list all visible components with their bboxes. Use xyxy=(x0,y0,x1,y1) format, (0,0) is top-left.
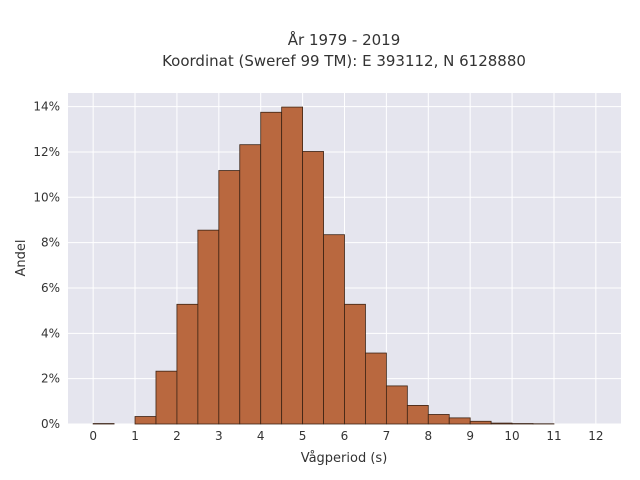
x-tick-label: 9 xyxy=(466,429,474,443)
x-tick-label: 10 xyxy=(504,429,519,443)
x-tick-labels: 0 1 2 3 4 5 6 7 8 9 10 11 12 xyxy=(89,429,603,443)
x-axis-title: Vågperiod (s) xyxy=(301,451,388,466)
histogram-bar xyxy=(365,352,387,425)
x-tick-label: 8 xyxy=(424,429,432,443)
histogram-bar xyxy=(344,303,366,425)
y-tick-labels: 0% 2% 4% 6% 8% 10% 12% 14% xyxy=(33,100,60,431)
histogram-bar xyxy=(239,144,262,425)
histogram-bar xyxy=(469,420,492,425)
x-tick-label: 7 xyxy=(383,429,391,443)
histogram-bar xyxy=(197,229,220,425)
histogram-bar xyxy=(155,370,178,425)
x-tick-label: 1 xyxy=(131,429,139,443)
histogram-bar xyxy=(218,170,241,425)
y-axis-title: Andel xyxy=(14,240,29,277)
y-tick-label: 14% xyxy=(33,100,60,114)
histogram-bar xyxy=(406,405,429,425)
histogram-bar xyxy=(427,414,450,425)
x-tick-label: 4 xyxy=(257,429,265,443)
y-tick-label: 4% xyxy=(41,326,60,340)
x-tick-label: 2 xyxy=(173,429,181,443)
histogram-bar xyxy=(176,303,199,425)
x-tick-label: 0 xyxy=(89,429,97,443)
histogram-bar xyxy=(281,106,304,425)
histogram-bar xyxy=(260,111,283,425)
x-tick-label: 11 xyxy=(546,429,561,443)
histogram-bar xyxy=(302,151,324,425)
histogram-bars xyxy=(92,106,555,425)
y-tick-label: 0% xyxy=(41,417,60,431)
chart-title-line-1: År 1979 - 2019 xyxy=(288,30,401,49)
chart-title-line-2: Koordinat (Sweref 99 TM): E 393112, N 61… xyxy=(162,52,526,70)
y-tick-label: 8% xyxy=(41,236,60,250)
y-tick-label: 10% xyxy=(33,190,60,204)
histogram-bar xyxy=(490,422,513,425)
histogram-bar xyxy=(323,234,345,425)
y-tick-label: 12% xyxy=(33,145,60,159)
y-tick-label: 2% xyxy=(41,372,60,386)
x-tick-label: 5 xyxy=(299,429,307,443)
y-tick-label: 6% xyxy=(41,281,60,295)
histogram-bar xyxy=(385,385,408,425)
histogram-bar xyxy=(448,417,471,425)
histogram-bar xyxy=(134,416,157,425)
x-tick-label: 6 xyxy=(341,429,349,443)
x-tick-label: 12 xyxy=(588,429,603,443)
x-tick-label: 3 xyxy=(215,429,223,443)
